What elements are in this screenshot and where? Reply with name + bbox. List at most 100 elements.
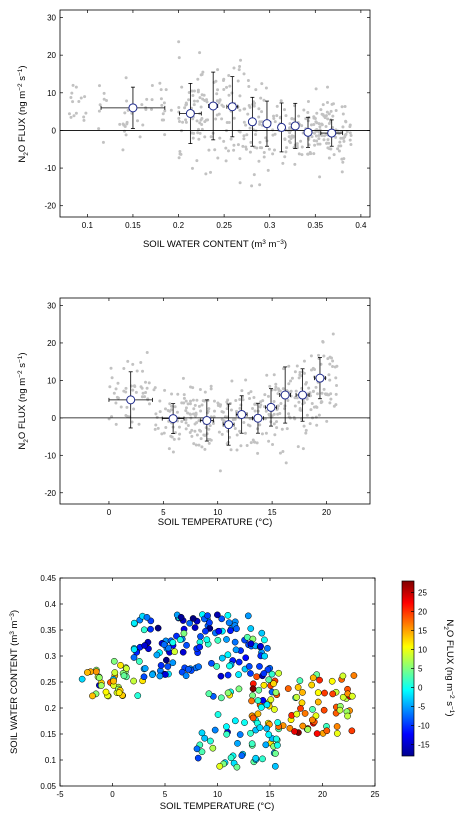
colored-scatter-point: [140, 626, 148, 634]
scatter-point: [158, 399, 162, 403]
scatter-point: [125, 99, 129, 103]
scatter-point: [178, 432, 182, 436]
scatter-point: [322, 138, 326, 142]
scatter-point: [255, 441, 259, 445]
scatter-point: [274, 382, 278, 386]
colored-scatter-point: [140, 673, 148, 681]
scatter-point: [209, 170, 213, 174]
scatter-point: [97, 127, 101, 131]
scatter-point: [306, 152, 310, 156]
scatter-point: [243, 431, 247, 435]
scatter-point: [238, 397, 242, 401]
scatter-point: [287, 382, 291, 386]
plot-area: [59, 9, 371, 218]
y-tick-label: -10: [44, 164, 56, 173]
scatter-point: [348, 138, 352, 142]
binned-mean-point: [168, 414, 178, 424]
colorbar-tick-label: 20: [418, 607, 427, 616]
x-tick-label: -5: [56, 790, 64, 799]
binned-mean-point: [237, 409, 247, 419]
scatter-point: [235, 409, 239, 413]
colored-scatter-point: [213, 663, 221, 670]
scatter-point: [229, 408, 233, 412]
scatter-point: [195, 398, 199, 402]
colored-scatter-point: [248, 740, 256, 748]
y-axis-ticks: 0.05 0.1 0.15 0.2 0.25 0.3 0.35 0.4 0.45: [40, 574, 375, 791]
scatter-point: [209, 387, 213, 391]
scatter-point: [236, 143, 240, 147]
scatter-point: [273, 148, 277, 152]
scatter-point: [188, 412, 192, 416]
colored-scatter-point: [183, 641, 190, 649]
scatter-point: [291, 135, 295, 139]
scatter-point: [186, 424, 190, 428]
scatter-point: [189, 385, 193, 389]
scatter-point: [283, 407, 287, 411]
scatter-point: [283, 137, 287, 141]
scatter-point: [290, 376, 294, 380]
colored-scatter-point: [314, 689, 322, 696]
colored-scatter-point: [134, 692, 142, 699]
scatter-point: [141, 369, 145, 373]
scatter-point: [199, 118, 203, 122]
scatter-point: [328, 401, 332, 405]
scatter-point: [271, 443, 275, 447]
scatter-point: [327, 121, 331, 125]
colored-scatter-point: [350, 672, 358, 679]
scatter-point: [184, 421, 188, 425]
colored-scatter-point: [296, 677, 304, 685]
scatter-point: [225, 442, 229, 446]
scatter-point: [150, 83, 154, 87]
scatter-point: [300, 153, 304, 157]
colored-scatter-point: [274, 719, 282, 726]
scatter-point: [180, 85, 184, 89]
scatter-point: [329, 109, 333, 113]
scatter-point: [311, 366, 315, 370]
scatter-point: [266, 394, 270, 398]
scatter-point: [161, 112, 165, 116]
scatter-point: [169, 108, 173, 112]
colored-scatter-point: [233, 763, 241, 771]
colored-scatter-point: [224, 671, 232, 679]
scatter-point: [339, 130, 343, 134]
binned-mean-point: [126, 395, 136, 405]
scatter-point: [177, 119, 181, 123]
scatter-point: [196, 99, 200, 103]
colored-scatter-point: [218, 654, 226, 662]
colored-scatter-point: [191, 624, 199, 631]
scatter-point: [272, 412, 276, 416]
colorbar-tick-label: 0: [418, 684, 423, 693]
colored-scatter-point: [254, 697, 262, 704]
y-tick-label: 0.05: [40, 782, 56, 791]
scatter-point: [198, 388, 202, 392]
scatter-point: [163, 407, 167, 411]
scatter-point: [217, 430, 221, 434]
scatter-point: [123, 111, 127, 115]
colored-scatter-point: [299, 689, 306, 696]
scatter-point: [286, 398, 290, 402]
scatter-point: [147, 402, 151, 406]
scatter-point: [191, 412, 195, 416]
x-tick-label: 5: [163, 790, 168, 799]
colored-scatter-point: [130, 646, 138, 653]
y-tick-label: 0.15: [40, 730, 56, 739]
binned-mean-point: [247, 117, 257, 127]
scatter-point: [261, 399, 265, 403]
scatter-point: [198, 96, 202, 100]
scatter-point: [242, 420, 246, 424]
scatter-point: [238, 94, 242, 98]
scatter-point: [263, 393, 267, 397]
scatter-point: [197, 419, 201, 423]
scatter-point: [184, 409, 188, 413]
scatter-point: [232, 66, 236, 70]
scatter-point: [184, 427, 188, 431]
x-tick-label: 20: [322, 508, 331, 517]
scatter-point: [114, 387, 118, 391]
scatter-point: [273, 388, 277, 392]
scatter-point: [324, 125, 328, 129]
scatter-point: [144, 107, 148, 111]
scatter-point: [124, 386, 128, 390]
scatter-point: [138, 135, 142, 139]
scatter-point: [328, 355, 332, 359]
scatter-point: [153, 386, 157, 390]
